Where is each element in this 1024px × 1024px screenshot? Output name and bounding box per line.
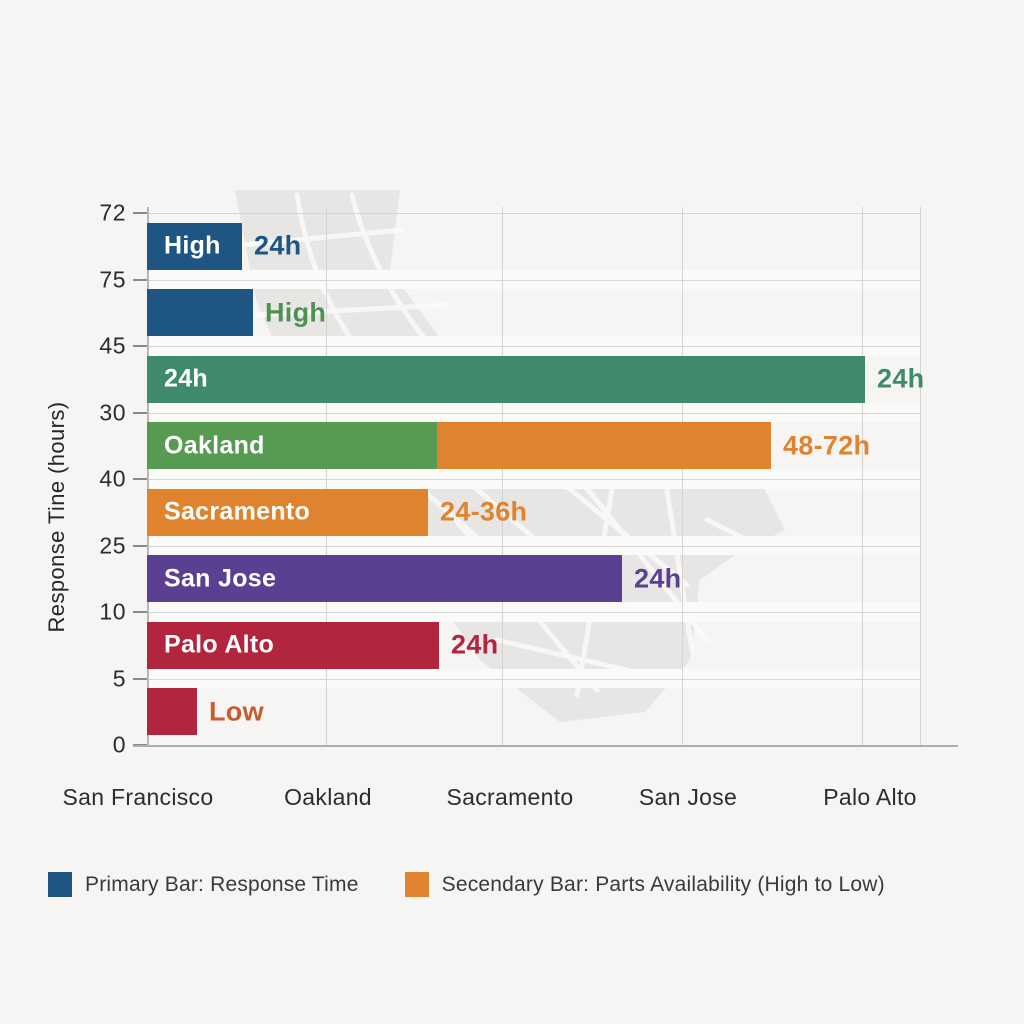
y-axis-tick-label: 25 bbox=[99, 532, 126, 558]
y-axis-tick-label: 30 bbox=[99, 399, 126, 425]
bar-row bbox=[147, 289, 253, 337]
x-axis-line bbox=[133, 745, 958, 747]
y-axis-tick-label: 45 bbox=[99, 332, 126, 359]
vertical-gridline bbox=[326, 207, 327, 745]
x-axis-category-label: Palo Alto bbox=[823, 784, 917, 810]
bar-row: Oakland bbox=[147, 422, 771, 470]
horizontal-gridline bbox=[147, 279, 920, 281]
bar-value-label: 48-72h bbox=[783, 430, 871, 461]
bar-segment bbox=[147, 355, 865, 403]
horizontal-gridline bbox=[147, 612, 920, 613]
bar-value-label: 24h bbox=[634, 563, 682, 594]
y-axis-tick-mark bbox=[133, 345, 147, 347]
y-axis-tick-label: 40 bbox=[99, 465, 126, 492]
bar-value-label: 24h bbox=[451, 629, 499, 660]
horizontal-gridline bbox=[147, 346, 920, 347]
vertical-gridline bbox=[920, 207, 921, 745]
legend-item-secondary: Secendary Bar: Parts Availability (High … bbox=[404, 872, 885, 897]
vertical-gridline bbox=[502, 207, 503, 745]
y-axis-tick-label: 10 bbox=[99, 598, 126, 625]
bar-row: Palo Alto bbox=[147, 621, 439, 669]
y-axis-tick-mark bbox=[133, 411, 147, 414]
bar-value-label: Low bbox=[209, 696, 264, 727]
bar-segment bbox=[147, 555, 622, 603]
bar-segment bbox=[147, 289, 253, 337]
bar-inner-label: Palo Alto bbox=[164, 630, 275, 659]
bar-inner-label: Sacramento bbox=[164, 497, 311, 526]
bar-inner-label: High bbox=[164, 231, 221, 260]
x-axis-category-label: Sacramento bbox=[446, 784, 574, 810]
bar-row: High bbox=[147, 222, 242, 270]
horizontal-gridline bbox=[147, 678, 920, 680]
horizontal-gridline bbox=[147, 479, 920, 480]
y-axis-tick-mark bbox=[133, 544, 147, 547]
y-axis-tick-mark bbox=[133, 212, 147, 214]
horizontal-gridline bbox=[147, 412, 920, 414]
bar-inner-label: Oakland bbox=[164, 431, 265, 460]
bar-segment bbox=[147, 488, 428, 536]
bar-value-label: High bbox=[265, 297, 327, 328]
bar-value-label: 24h bbox=[254, 230, 302, 261]
bar-value-label: 24-36h bbox=[440, 496, 528, 527]
y-axis-tick-label: 75 bbox=[99, 266, 126, 292]
bar-row: 24h bbox=[147, 355, 865, 403]
bar-segment bbox=[147, 688, 197, 736]
bar-segment bbox=[147, 422, 437, 470]
horizontal-gridline bbox=[147, 213, 920, 214]
chart-legend: Primary Bar: Response Time Secendary Bar… bbox=[48, 872, 885, 897]
y-axis-tick-mark bbox=[133, 278, 147, 281]
legend-swatch-primary bbox=[48, 872, 72, 897]
bar-segment bbox=[147, 222, 242, 270]
y-axis-tick-mark bbox=[133, 611, 147, 613]
bar-inner-label: San Jose bbox=[164, 564, 277, 593]
y-axis-tick-label: 72 bbox=[99, 199, 126, 226]
bar-row bbox=[147, 688, 197, 736]
bar-row: San Jose bbox=[147, 555, 622, 603]
y-axis-tick-mark bbox=[133, 478, 147, 480]
bar-inner-label: 24h bbox=[164, 364, 208, 393]
legend-label-secondary: Secendary Bar: Parts Availability (High … bbox=[441, 872, 885, 896]
bar-segment bbox=[147, 621, 439, 669]
y-axis-tick-label: 5 bbox=[112, 665, 126, 691]
y-axis-tick-mark bbox=[133, 677, 147, 680]
vertical-gridline bbox=[682, 207, 683, 745]
legend-item-primary: Primary Bar: Response Time bbox=[48, 872, 359, 897]
y-axis-tick-label: 0 bbox=[112, 731, 126, 758]
legend-label-primary: Primary Bar: Response Time bbox=[85, 872, 359, 896]
x-axis-category-label: Oakland bbox=[284, 784, 372, 810]
legend-swatch-secondary bbox=[404, 872, 429, 897]
vertical-gridline bbox=[862, 207, 863, 745]
bar-row: Sacramento bbox=[147, 488, 428, 536]
x-axis-category-label: San Jose bbox=[638, 784, 738, 810]
horizontal-gridline bbox=[147, 545, 920, 547]
bar-value-label: 24h bbox=[877, 363, 925, 394]
x-axis-category-label: San Francisco bbox=[62, 784, 214, 810]
bar-segment bbox=[437, 422, 771, 470]
y-axis-line bbox=[147, 207, 149, 745]
